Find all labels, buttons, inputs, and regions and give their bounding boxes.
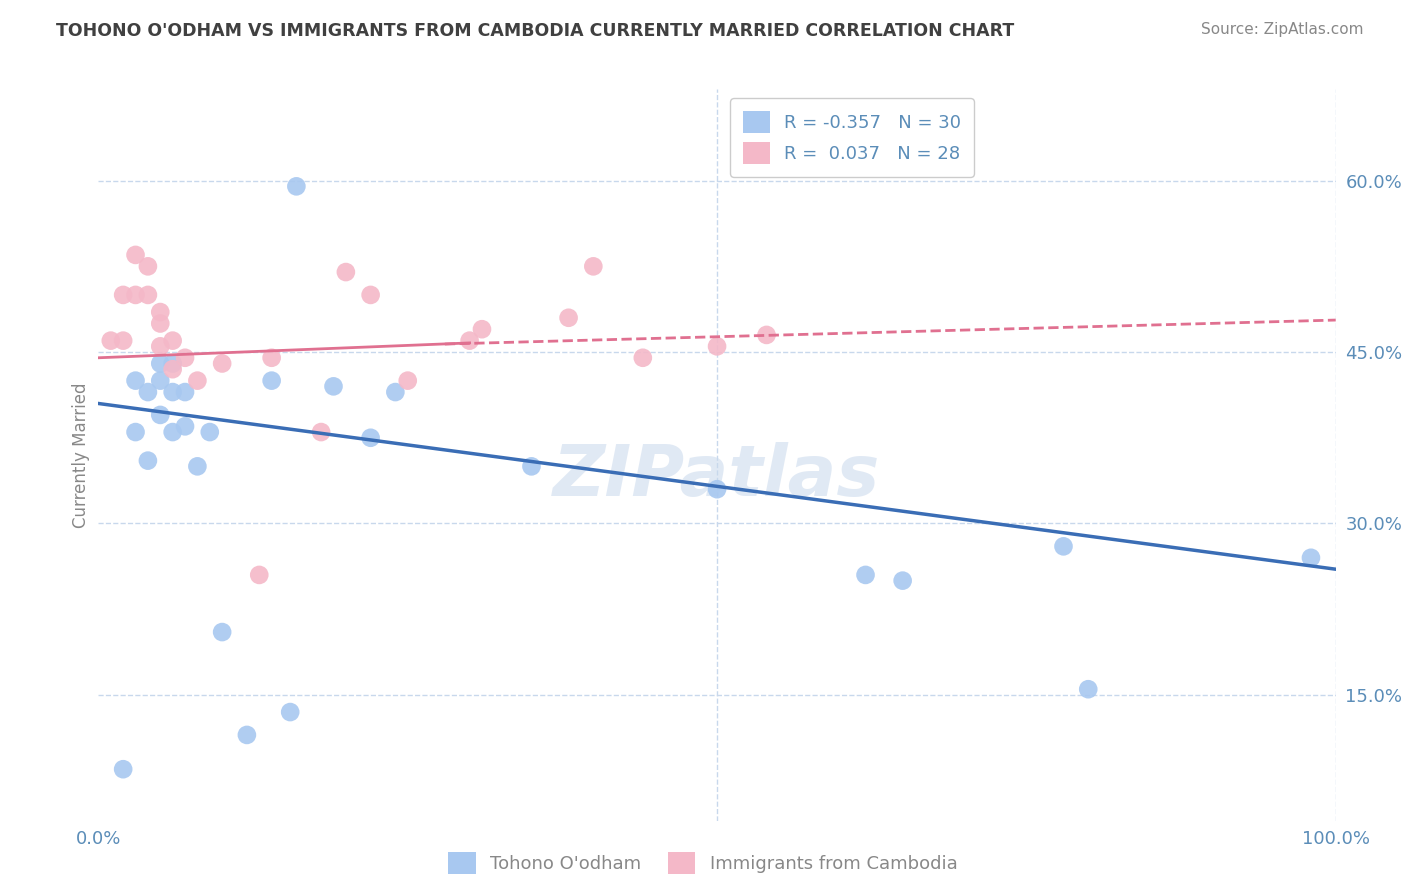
Point [112, 762, 135, 776]
Point [136, 260, 159, 274]
Point [247, 568, 270, 582]
Point [162, 385, 184, 400]
Point [384, 385, 406, 400]
Point [631, 351, 654, 365]
Point [396, 374, 419, 388]
Point [149, 317, 172, 331]
Point [124, 425, 146, 439]
Point [285, 179, 308, 194]
Point [149, 408, 172, 422]
Point [582, 260, 605, 274]
Point [186, 459, 208, 474]
Point [360, 431, 382, 445]
Point [124, 288, 146, 302]
Point [149, 374, 172, 388]
Point [149, 339, 172, 353]
Point [162, 356, 184, 371]
Point [112, 288, 135, 302]
Point [112, 334, 135, 348]
Point [706, 339, 728, 353]
Point [174, 385, 197, 400]
Point [211, 356, 233, 371]
Point [186, 374, 208, 388]
Y-axis label: Currently Married: Currently Married [72, 382, 90, 528]
Point [335, 265, 357, 279]
Point [174, 351, 197, 365]
Point [458, 334, 481, 348]
Point [162, 362, 184, 376]
Point [309, 425, 332, 439]
Point [124, 248, 146, 262]
Point [136, 385, 159, 400]
Point [471, 322, 494, 336]
Point [236, 728, 259, 742]
Point [162, 425, 184, 439]
Point [1299, 550, 1322, 565]
Point [1052, 539, 1074, 553]
Point [557, 310, 579, 325]
Point [1077, 682, 1099, 697]
Point [755, 327, 778, 342]
Point [520, 459, 543, 474]
Point [100, 334, 122, 348]
Text: Source: ZipAtlas.com: Source: ZipAtlas.com [1201, 22, 1364, 37]
Point [136, 288, 159, 302]
Point [149, 305, 172, 319]
Point [260, 351, 283, 365]
Legend: R = -0.357   N = 30, R =  0.037   N = 28: R = -0.357 N = 30, R = 0.037 N = 28 [730, 98, 974, 177]
Legend: Tohono O'odham, Immigrants from Cambodia: Tohono O'odham, Immigrants from Cambodia [440, 843, 966, 883]
Point [891, 574, 914, 588]
Point [855, 568, 877, 582]
Point [198, 425, 221, 439]
Point [149, 356, 172, 371]
Point [136, 453, 159, 467]
Point [360, 288, 382, 302]
Point [211, 625, 233, 640]
Point [174, 419, 197, 434]
Point [162, 334, 184, 348]
Text: ZIPatlas: ZIPatlas [554, 442, 880, 511]
Point [706, 482, 728, 496]
Point [260, 374, 283, 388]
Point [278, 705, 301, 719]
Point [124, 374, 146, 388]
Text: TOHONO O'ODHAM VS IMMIGRANTS FROM CAMBODIA CURRENTLY MARRIED CORRELATION CHART: TOHONO O'ODHAM VS IMMIGRANTS FROM CAMBOD… [56, 22, 1015, 40]
Point [322, 379, 344, 393]
